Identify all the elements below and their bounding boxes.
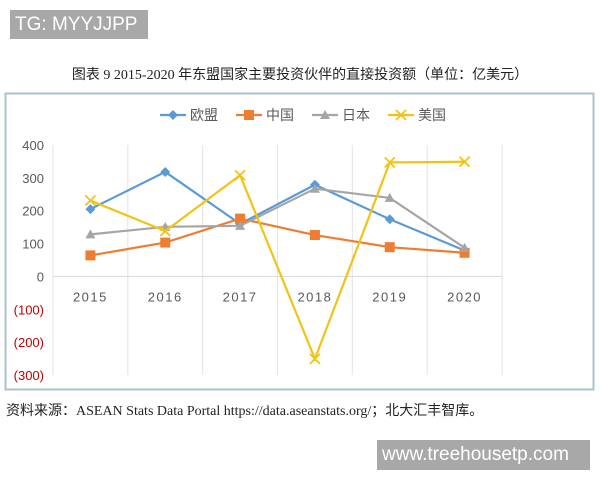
watermark-bottom: www.treehousetp.com xyxy=(377,440,590,470)
chart-frame xyxy=(4,92,595,391)
data-point xyxy=(160,166,171,177)
series-line xyxy=(90,187,466,249)
y-tick-label: (200) xyxy=(14,335,44,350)
y-tick-label: 400 xyxy=(22,138,44,153)
data-point xyxy=(384,214,395,225)
series-line xyxy=(90,217,465,257)
x-tick-label: 2016 xyxy=(148,289,183,304)
data-point xyxy=(85,250,96,261)
series-line xyxy=(90,160,465,362)
data-point xyxy=(159,225,171,237)
legend-label: 美国 xyxy=(418,108,446,124)
y-tick-label: (100) xyxy=(14,302,44,317)
y-tick-label: 200 xyxy=(22,204,44,219)
y-tick-label: 0 xyxy=(37,269,44,284)
legend-item: 欧盟 xyxy=(160,108,218,124)
data-point xyxy=(309,230,320,241)
y-tick-label: (300) xyxy=(14,368,44,383)
data-point xyxy=(234,169,246,181)
legend-label: 中国 xyxy=(266,108,294,124)
x-tick-label: 2015 xyxy=(73,289,108,304)
legend-item: 美国 xyxy=(388,108,446,124)
legend-marker xyxy=(395,109,407,121)
chart-title: 图表 9 2015-2020 年东盟国家主要投资伙伴的直接投资额（单位：亿美元） xyxy=(71,68,529,83)
data-point xyxy=(309,353,321,365)
watermark-top: TG: MYYJJPP xyxy=(10,10,148,39)
legend-item: 日本 xyxy=(312,108,370,124)
series-3 xyxy=(84,156,471,365)
legend-marker xyxy=(244,110,254,120)
data-point xyxy=(459,247,470,258)
legend-item: 中国 xyxy=(236,108,294,124)
data-point xyxy=(235,220,246,230)
series-2 xyxy=(85,183,470,252)
data-point xyxy=(384,192,395,202)
legend-marker xyxy=(168,110,178,120)
data-point xyxy=(309,183,320,193)
y-tick-label: 300 xyxy=(22,171,44,186)
y-tick-label: 100 xyxy=(22,237,44,252)
series-line xyxy=(89,170,466,252)
legend-marker xyxy=(320,110,330,119)
data-point xyxy=(85,229,96,239)
x-tick-label: 2017 xyxy=(223,289,258,304)
x-tick-label: 2019 xyxy=(372,289,407,304)
data-point xyxy=(160,237,171,248)
x-tick-label: 2020 xyxy=(447,289,482,304)
data-point xyxy=(85,204,96,215)
data-point xyxy=(384,242,395,253)
data-point xyxy=(84,194,97,207)
source-note: 资料来源：ASEAN Stats Data Portal https://dat… xyxy=(6,404,484,419)
series-1 xyxy=(85,213,470,261)
data-point xyxy=(458,156,471,168)
legend-label: 欧盟 xyxy=(190,108,218,124)
x-tick-label: 2018 xyxy=(297,289,332,304)
data-point xyxy=(384,156,396,169)
data-point xyxy=(235,213,246,224)
data-point xyxy=(459,242,470,252)
legend-label: 日本 xyxy=(342,108,370,124)
